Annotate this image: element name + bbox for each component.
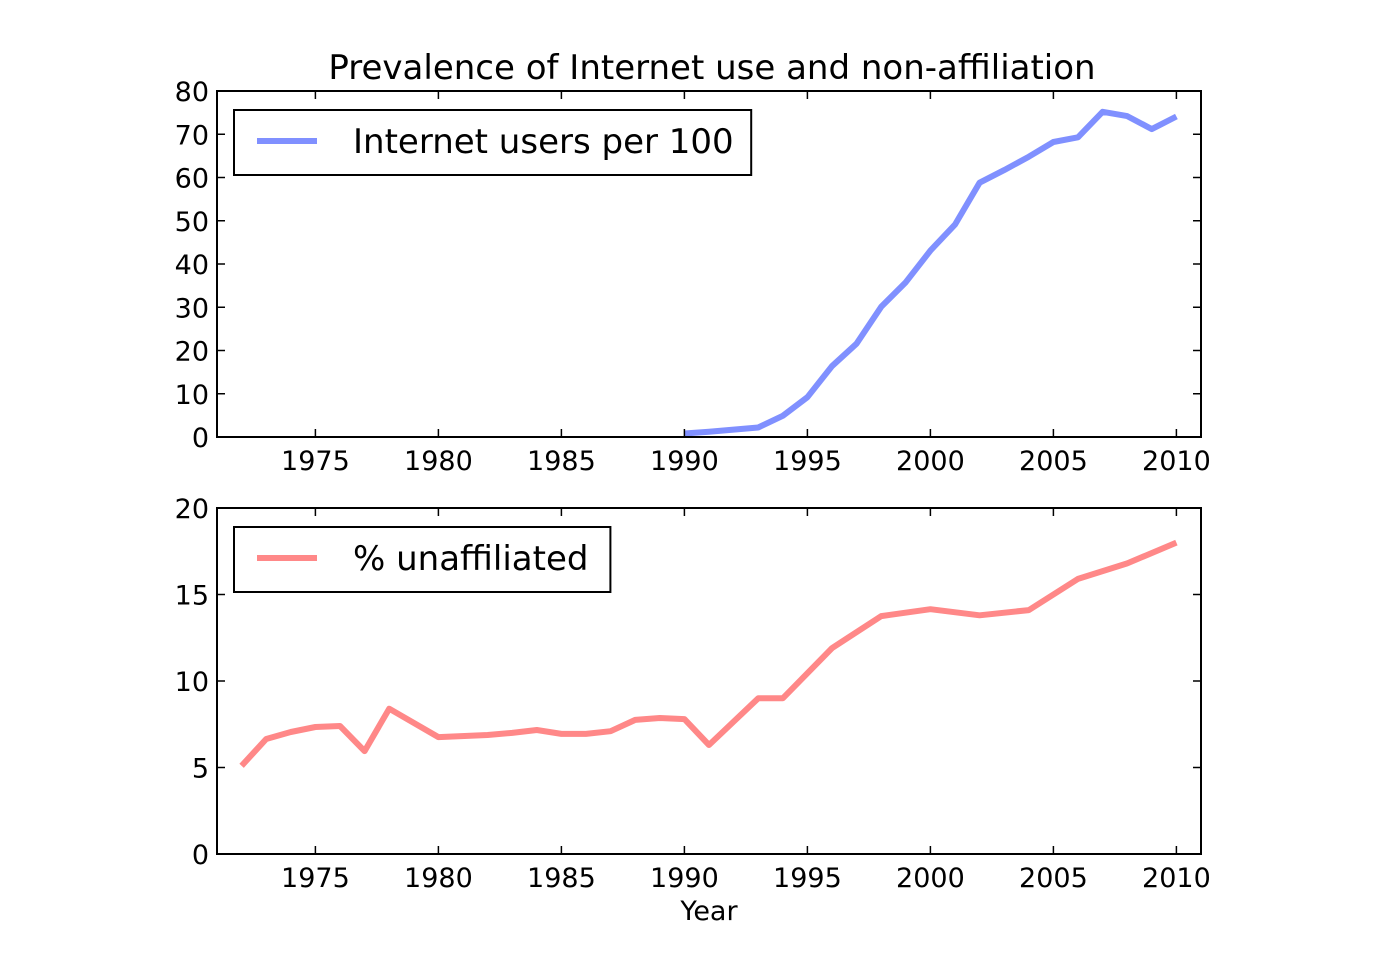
y-tick-label: 30 xyxy=(175,293,209,324)
x-tick-label: 1975 xyxy=(281,863,350,894)
unaffiliated-axes: 1975 1980 1985 1990 1995 2000 2005 2010 0 5 10 15 20… xyxy=(175,494,1211,927)
x-tick-label: 2005 xyxy=(1019,863,1088,894)
x-tick-label: 2000 xyxy=(896,446,965,477)
x-tick-label: 1990 xyxy=(650,446,719,477)
series-line xyxy=(684,108,1178,437)
legend-label: Internet users per 100 xyxy=(353,122,734,162)
legend: % unaffiliated xyxy=(233,526,612,593)
x-tick-label: 1995 xyxy=(773,446,842,477)
series-line xyxy=(239,539,1178,768)
x-tick-label: 1980 xyxy=(404,863,473,894)
y-tick-label: 40 xyxy=(175,250,209,281)
x-tick-label: 1985 xyxy=(527,863,596,894)
x-tick-label: 1985 xyxy=(527,446,596,477)
internet-users-axes: 1975 1980 1985 1990 1995 2000 2005 2010 0 10 20 30 4… xyxy=(175,77,1211,477)
y-tick-label: 20 xyxy=(175,337,209,368)
x-tick-label: 1980 xyxy=(404,446,473,477)
legend-label: % unaffiliated xyxy=(353,539,588,579)
x-tick-label: 2010 xyxy=(1142,446,1211,477)
y-tick-label: 80 xyxy=(175,77,209,108)
x-tick-label: 2005 xyxy=(1019,446,1088,477)
x-axis-label: Year xyxy=(679,896,738,927)
y-tick-label: 20 xyxy=(175,494,209,525)
chart-title: Prevalence of Internet use and non-affil… xyxy=(328,48,1095,88)
y-tick-label: 10 xyxy=(175,380,209,411)
y-tick-label: 10 xyxy=(175,667,209,698)
x-tick-label: 1990 xyxy=(650,863,719,894)
y-tick-label: 60 xyxy=(175,164,209,195)
x-tick-label: 2010 xyxy=(1142,863,1211,894)
y-tick-label: 0 xyxy=(192,840,209,871)
y-tick-label: 15 xyxy=(175,581,209,612)
y-tick-label: 0 xyxy=(192,423,209,454)
y-tick-label: 50 xyxy=(175,207,209,238)
legend-box xyxy=(233,109,753,176)
y-tick-label: 70 xyxy=(175,120,209,151)
x-tick-label: 1995 xyxy=(773,863,842,894)
x-tick-label: 1975 xyxy=(281,446,350,477)
legend: Internet users per 100 xyxy=(233,109,753,176)
y-tick-label: 5 xyxy=(192,754,209,785)
x-tick-label: 2000 xyxy=(896,863,965,894)
